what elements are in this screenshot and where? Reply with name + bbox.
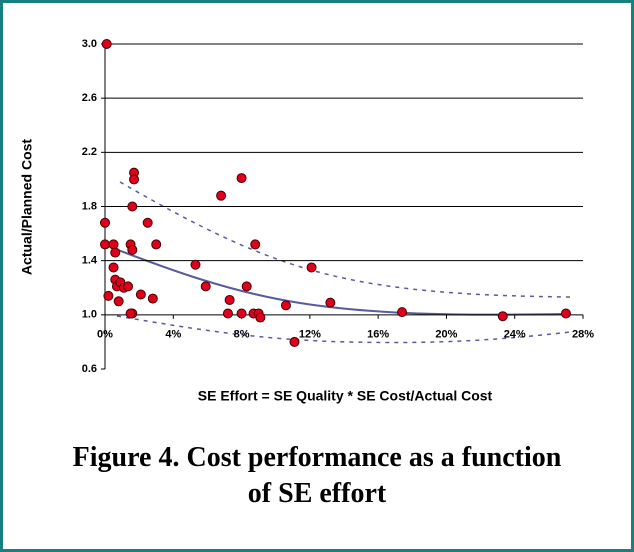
x-tick-label: 0% (97, 329, 113, 341)
point (125, 308, 136, 319)
caption-line: Figure 4. Cost performance as a function (72, 442, 562, 473)
point (236, 308, 247, 319)
y-tick-label: 0.6 (82, 363, 97, 375)
point (397, 307, 408, 318)
x-tick-label: 8% (234, 329, 250, 341)
y-axis-label: Actual/Planned Cost (19, 139, 35, 275)
point (289, 336, 300, 347)
point (255, 312, 266, 323)
x-tick-label: 20% (435, 329, 457, 341)
point (190, 259, 201, 270)
point (200, 281, 211, 292)
point (113, 296, 124, 307)
x-tick-label: 12% (299, 329, 321, 341)
y-tick-label: 1.4 (82, 255, 98, 267)
point (306, 262, 317, 273)
point (100, 217, 110, 228)
upper-bound (119, 181, 571, 298)
point (108, 239, 119, 250)
point (147, 293, 158, 304)
x-tick-label: 16% (367, 329, 389, 341)
point (241, 281, 252, 292)
point (127, 244, 138, 255)
y-tick-label: 1.8 (82, 200, 97, 212)
x-axis-label: SE Effort = SE Quality * SE Cost/Actual … (198, 388, 493, 404)
point (101, 39, 112, 49)
point (325, 297, 336, 308)
point (103, 290, 114, 301)
point (216, 190, 227, 201)
point (250, 239, 261, 250)
point (110, 247, 121, 258)
y-tick-label: 3.0 (82, 38, 97, 50)
point (151, 239, 162, 250)
point (100, 239, 110, 250)
point (222, 308, 233, 319)
caption-line: of SE effort (247, 478, 387, 509)
chart: Actual/Planned Cost SE Effort = SE Quali… (19, 38, 595, 404)
point (497, 311, 508, 322)
x-tick-label: 4% (165, 329, 181, 341)
y-tick-label: 2.6 (82, 92, 97, 104)
lower-bound (116, 315, 571, 344)
y-tick-label: 2.2 (82, 146, 97, 158)
point (127, 201, 138, 212)
point (108, 262, 119, 273)
point (142, 217, 153, 228)
caption: Figure 4. Cost performance as a function… (0, 440, 634, 512)
point (224, 294, 235, 305)
point (135, 289, 146, 300)
x-tick-label: 24% (504, 329, 526, 341)
point (129, 174, 140, 185)
y-tick-label: 1.0 (82, 309, 97, 321)
x-tick-label: 28% (572, 329, 594, 341)
point (280, 300, 291, 311)
point (560, 308, 571, 319)
point (123, 281, 134, 292)
point (236, 173, 247, 184)
